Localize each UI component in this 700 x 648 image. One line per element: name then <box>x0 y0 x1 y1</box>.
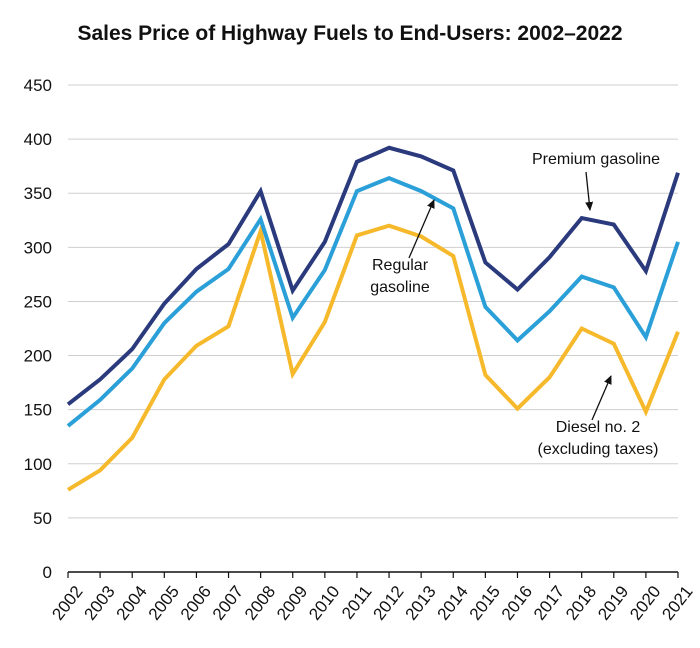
x-tick-label: 2007 <box>209 582 247 624</box>
x-tick-label: 2002 <box>48 582 86 624</box>
x-axis-tick-labels: 2002200320042005200620072008200920102011… <box>48 582 696 624</box>
x-tick-label: 2003 <box>80 582 118 624</box>
annotation-label: Regular <box>372 257 429 274</box>
annotation-label: Diesel no. 2 <box>556 419 641 436</box>
y-tick-label: 350 <box>24 184 52 203</box>
series-line-2 <box>66 223 680 492</box>
grid-lines <box>68 84 678 519</box>
y-tick-label: 200 <box>24 347 52 366</box>
x-tick-label: 2013 <box>402 582 440 624</box>
x-tick-label: 2014 <box>434 582 472 624</box>
x-tick-label: 2018 <box>562 582 600 624</box>
x-tick-label: 2017 <box>530 582 568 624</box>
y-tick-label: 150 <box>24 401 52 420</box>
x-tick-label: 2006 <box>177 582 215 624</box>
x-axis <box>67 571 679 578</box>
annotation-arrow <box>585 171 594 211</box>
y-tick-label: 0 <box>43 563 52 582</box>
chart-title: Sales Price of Highway Fuels to End-User… <box>77 22 623 45</box>
annotation-arrow <box>408 199 435 259</box>
y-tick-label: 100 <box>24 455 52 474</box>
x-tick-label: 2009 <box>273 582 311 624</box>
x-tick-label: 2010 <box>305 582 343 624</box>
series-annotations: Premium gasoline Regular gasoline Diesel no… <box>370 151 660 458</box>
y-tick-label: 450 <box>24 76 52 95</box>
x-tick-label: 2021 <box>658 582 696 624</box>
x-tick-label: 2008 <box>241 582 279 624</box>
x-tick-label: 2012 <box>369 582 407 624</box>
y-tick-label: 50 <box>33 509 52 528</box>
annotation-arrow <box>591 375 612 421</box>
series-line-0 <box>66 145 680 406</box>
x-tick-label: 2016 <box>498 582 536 624</box>
y-tick-label: 300 <box>24 238 52 257</box>
series-line-1 <box>66 175 680 428</box>
y-tick-label: 400 <box>24 130 52 149</box>
x-tick-label: 2019 <box>594 582 632 624</box>
annotation-label: (excluding taxes) <box>538 441 659 458</box>
x-tick-label: 2015 <box>466 582 504 624</box>
y-tick-label: 250 <box>24 292 52 311</box>
x-tick-label: 2004 <box>113 582 151 624</box>
annotation-label: gasoline <box>370 279 430 296</box>
annotation-label: Premium gasoline <box>532 151 660 168</box>
x-tick-label: 2020 <box>626 582 664 624</box>
series-lines <box>66 145 680 492</box>
x-tick-label: 2011 <box>338 582 375 623</box>
x-tick-label: 2005 <box>145 582 183 624</box>
y-axis-tick-labels: 0 50 100 150 200 250 300 350 400 450 <box>24 76 52 582</box>
